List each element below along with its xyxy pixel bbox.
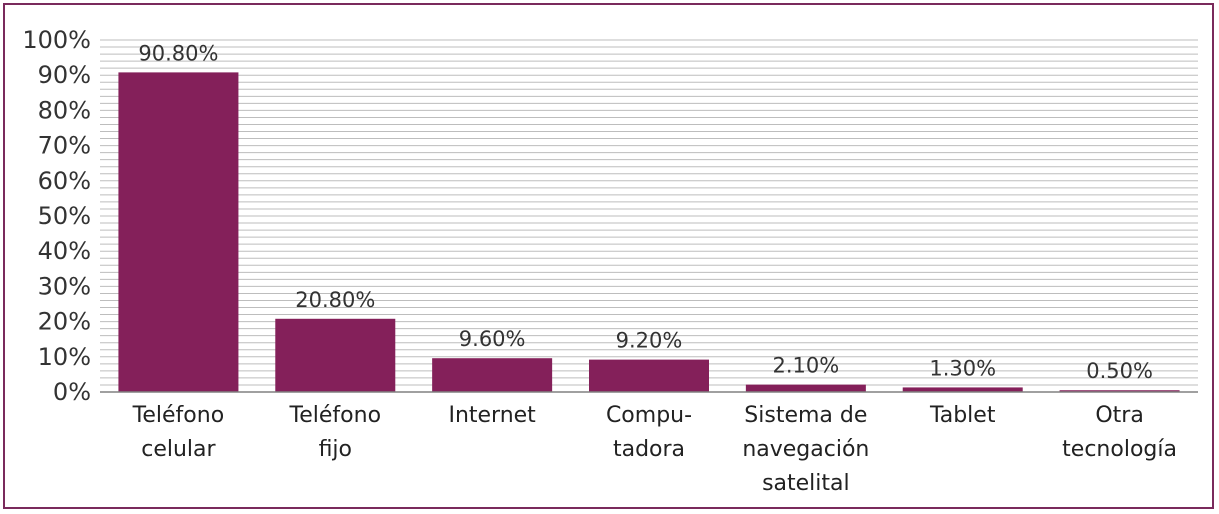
data-label: 0.50% xyxy=(1086,359,1153,383)
y-tick-label: 50% xyxy=(38,202,91,230)
data-label: 20.80% xyxy=(295,288,375,312)
data-label: 90.80% xyxy=(138,41,218,65)
y-tick-label: 90% xyxy=(38,61,91,89)
bar xyxy=(275,318,396,392)
y-tick-label: 10% xyxy=(38,343,91,371)
data-label: 9.20% xyxy=(616,329,683,353)
y-tick-label: 100% xyxy=(22,26,91,54)
bar xyxy=(1059,390,1180,392)
x-tick-label: navegación xyxy=(742,437,869,462)
y-tick-label: 0% xyxy=(53,378,91,406)
y-tick-label: 60% xyxy=(38,167,91,195)
x-tick-label: tadora xyxy=(613,437,685,462)
x-tick-label: Compu- xyxy=(606,403,692,428)
x-tick-label: satelital xyxy=(762,471,850,496)
y-tick-label: 70% xyxy=(38,132,91,160)
x-tick-label: fijo xyxy=(319,437,352,462)
x-tick-label: tecnología xyxy=(1062,437,1177,462)
bar xyxy=(745,384,866,392)
x-tick-label: celular xyxy=(141,437,216,462)
data-label: 9.60% xyxy=(459,327,526,351)
y-tick-label: 80% xyxy=(38,96,91,124)
x-tick-label: Teléfono xyxy=(132,403,225,428)
x-tick-label: Sistema de xyxy=(744,403,867,428)
y-tick-label: 30% xyxy=(38,272,91,300)
bar xyxy=(118,72,239,392)
x-tick-label: Internet xyxy=(448,403,536,428)
x-tick-label: Otra xyxy=(1095,403,1143,428)
bar xyxy=(589,359,709,392)
x-tick-label: Teléfono xyxy=(289,403,382,428)
x-tick-label: Tablet xyxy=(929,403,996,428)
bar xyxy=(902,387,1023,392)
y-tick-label: 40% xyxy=(38,237,91,265)
y-tick-label: 20% xyxy=(38,308,91,336)
data-label: 1.30% xyxy=(929,356,996,380)
data-label: 2.10% xyxy=(772,354,839,378)
bar xyxy=(432,358,553,392)
